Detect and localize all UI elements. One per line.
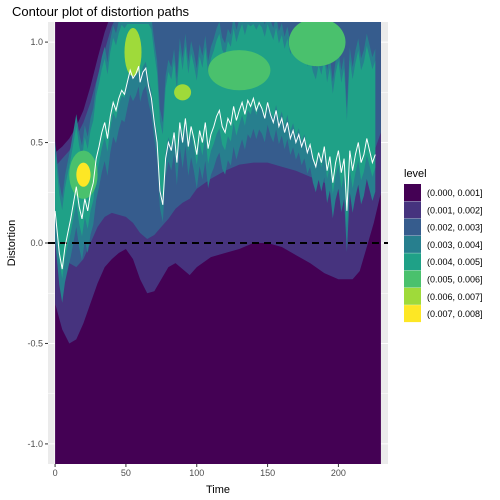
y-tick-label: 1.0 xyxy=(30,37,43,47)
x-tick-label: 200 xyxy=(331,468,346,478)
x-tick-label: 100 xyxy=(189,468,204,478)
legend-swatch xyxy=(404,270,421,288)
legend-entry-label: (0.000, 0.001] xyxy=(427,188,483,198)
legend-swatch xyxy=(404,218,421,236)
legend-entry-label: (0.007, 0.008] xyxy=(427,309,483,319)
y-tick-label: -1.0 xyxy=(27,439,43,449)
legend-swatch xyxy=(404,305,421,323)
legend-entry-label: (0.001, 0.002] xyxy=(427,205,483,215)
y-tick-label: 0.5 xyxy=(30,138,43,148)
legend-entry-label: (0.004, 0.005] xyxy=(427,257,483,267)
x-axis-label: Time xyxy=(206,484,230,496)
density-hotspot-level-7 xyxy=(174,84,192,101)
density-hotspot-level-6 xyxy=(208,50,271,91)
legend-swatch xyxy=(404,235,421,253)
legend-swatch xyxy=(404,287,421,305)
density-hotspot-level-7 xyxy=(124,28,142,77)
legend-entry-label: (0.002, 0.003] xyxy=(427,223,483,233)
legend: (0.000, 0.001] (0.001, 0.002] (0.002, 0.00… xyxy=(404,184,483,323)
x-tick-label: 0 xyxy=(53,468,58,478)
density-level-5-band xyxy=(55,24,376,279)
legend-swatch xyxy=(404,201,421,219)
x-axis-ticks: 0 50 100 150 200 xyxy=(53,464,346,478)
legend-title: level xyxy=(404,168,427,180)
x-tick-label: 50 xyxy=(121,468,131,478)
y-tick-label: -0.5 xyxy=(27,338,43,348)
legend-swatch xyxy=(404,253,421,271)
density-hotspot-level-6 xyxy=(288,22,346,67)
x-tick-label: 150 xyxy=(260,468,275,478)
y-axis-ticks: -1.0 -0.5 0.0 0.5 1.0 xyxy=(27,37,48,449)
legend-entry-label: (0.005, 0.006] xyxy=(427,275,483,285)
y-tick-label: 0.0 xyxy=(30,238,43,248)
legend-swatch xyxy=(404,184,421,201)
density-hotspot-level-8 xyxy=(76,162,91,187)
legend-entry-label: (0.006, 0.007] xyxy=(427,292,483,302)
y-axis-label: Distortion xyxy=(6,220,18,266)
distortion-series xyxy=(54,66,376,270)
series-line-1 xyxy=(54,66,376,270)
chart-title: Contour plot of distortion paths xyxy=(12,4,190,19)
legend-entry-label: (0.003, 0.004] xyxy=(427,240,483,250)
